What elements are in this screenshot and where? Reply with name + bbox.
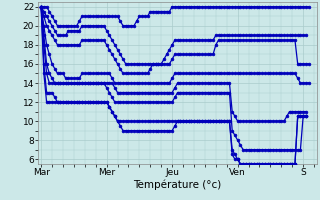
X-axis label: Température (°c): Température (°c) — [133, 180, 222, 190]
